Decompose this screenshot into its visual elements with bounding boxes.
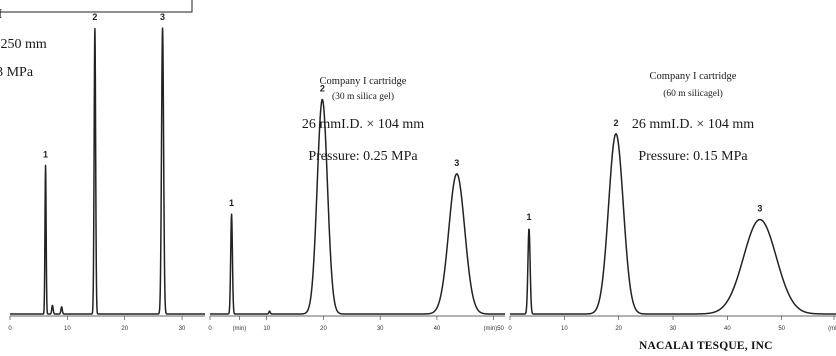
x-tick-label: 10 xyxy=(64,326,71,332)
x-tick-label: 20 xyxy=(121,326,128,332)
x-tick-label: 30 xyxy=(377,326,384,332)
x-tick-label: (min) xyxy=(233,326,247,332)
x-tick-label: 20 xyxy=(615,326,622,332)
condition-annotation: 26 mmI.D. × 104 mm xyxy=(302,117,424,132)
x-tick-label: 10 xyxy=(263,326,270,332)
chromatogram-panel-3: 0 10 20 30 40 50 (min 1 2 3 Company I cartridge (60… xyxy=(508,71,836,332)
peak-label-1: 1 xyxy=(43,149,48,159)
condition-annotation: Company I cartridge xyxy=(650,71,737,82)
chromatogram-trace xyxy=(209,98,506,315)
condition-annotation: D. × 250 mm xyxy=(0,37,47,52)
x-tick-label: 0 xyxy=(208,326,212,332)
peak-label-3: 3 xyxy=(757,204,762,214)
peak-label-2: 2 xyxy=(320,84,325,94)
x-tick-label: 0 xyxy=(8,326,12,332)
peak-label-3: 3 xyxy=(454,158,459,168)
x-tick-label: 0 xyxy=(508,326,512,332)
condition-annotation: (30 m silica gel) xyxy=(332,91,394,102)
x-tick-label: 50 xyxy=(778,326,785,332)
condition-annotation: Pressure: 0.25 MPa xyxy=(308,149,418,164)
peak-label-3: 3 xyxy=(160,12,165,22)
x-tick-label: 40 xyxy=(724,326,731,332)
x-tick-label: 30 xyxy=(179,326,186,332)
peak-label-2: 2 xyxy=(92,12,97,22)
condition-annotation: 26 mmI.D. × 104 mm xyxy=(632,117,754,132)
x-tick-label: (min)50 xyxy=(483,326,504,332)
chromatogram-trace xyxy=(509,133,836,315)
x-tick-label: 30 xyxy=(670,326,677,332)
chromatogram-panel-2: 0 10 20 30 40 (min)50 1 2 3 Company I cartridge (3… xyxy=(208,76,506,332)
condition-annotation: SL-II xyxy=(0,7,3,22)
x-tick-label: 10 xyxy=(561,326,568,332)
credit-label: NACALAI TESQUE, INC xyxy=(639,340,773,352)
chromatogram-trace xyxy=(9,27,206,315)
peak-label-2: 2 xyxy=(613,118,618,128)
condition-annotation: Pressure: 0.15 MPa xyxy=(638,149,748,164)
condition-annotation: Company I cartridge xyxy=(320,76,407,87)
x-tick-label: 20 xyxy=(320,326,327,332)
x-tick-label: 40 xyxy=(434,326,441,332)
condition-annotation: e: 1.3 MPa xyxy=(0,65,34,80)
condition-annotation: (60 m silicagel) xyxy=(663,88,723,99)
column-title-box xyxy=(0,0,193,13)
x-tick-label: (min xyxy=(828,326,836,332)
peak-label-1: 1 xyxy=(229,198,234,208)
peak-label-1: 1 xyxy=(527,212,532,222)
